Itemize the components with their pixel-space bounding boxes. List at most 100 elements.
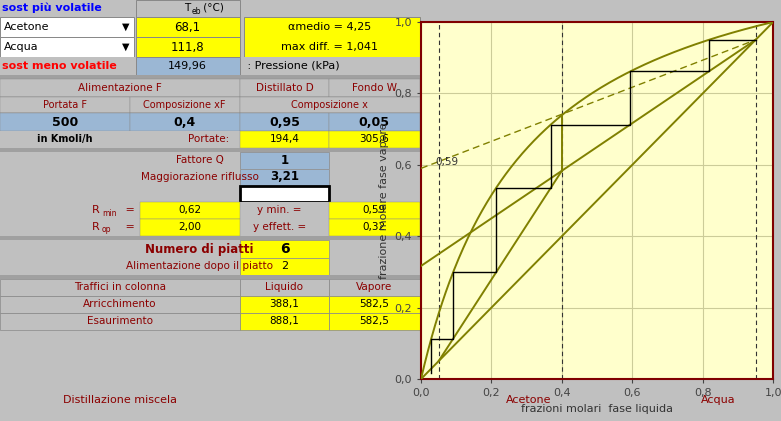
Text: 582,5: 582,5 [359, 316, 389, 326]
Text: 111,8: 111,8 [171, 40, 205, 53]
Text: 0,05: 0,05 [358, 115, 390, 128]
Text: =: = [122, 222, 134, 232]
Text: max diff. = 1,041: max diff. = 1,041 [281, 42, 378, 52]
Text: : Pressione (kPa): : Pressione (kPa) [244, 61, 339, 71]
Text: Acetone: Acetone [506, 395, 551, 405]
Bar [240, 113, 330, 131]
Text: Composizione x: Composizione x [291, 100, 368, 110]
Bar [0, 57, 420, 75]
Bar [136, 0, 240, 17]
Bar [0, 97, 130, 113]
Text: Liquido: Liquido [266, 282, 304, 292]
Text: Fondo W: Fondo W [351, 83, 397, 93]
Bar [330, 202, 420, 219]
Bar [0, 131, 420, 148]
Bar [0, 240, 420, 258]
Bar [0, 113, 420, 131]
Text: Maggiorazione riflusso: Maggiorazione riflusso [141, 172, 259, 182]
Text: 194,4: 194,4 [269, 134, 299, 144]
Text: Acetone: Acetone [4, 22, 49, 32]
Text: 0,59: 0,59 [435, 157, 458, 167]
Text: in Kmoli/h: in Kmoli/h [423, 316, 479, 326]
Text: Distillazione miscela: Distillazione miscela [62, 395, 177, 405]
Bar [136, 17, 240, 37]
Bar [244, 17, 420, 57]
Bar [130, 113, 240, 131]
Bar [330, 296, 420, 313]
Bar [0, 169, 420, 186]
Text: R: R [92, 222, 100, 232]
Text: op: op [102, 226, 112, 234]
Bar [130, 97, 240, 113]
Text: =: = [122, 205, 134, 215]
Bar [330, 79, 420, 97]
Bar [0, 202, 420, 219]
Text: 582,5: 582,5 [359, 299, 389, 309]
Bar [0, 296, 240, 313]
Text: 2: 2 [281, 261, 288, 271]
Text: Esaurimento: Esaurimento [87, 316, 153, 326]
Bar [0, 79, 240, 97]
Text: Composizione xF: Composizione xF [144, 100, 226, 110]
Bar [0, 275, 420, 279]
Text: min: min [102, 208, 116, 218]
Bar [330, 131, 420, 148]
Text: 0,95: 0,95 [269, 115, 300, 128]
Bar [136, 57, 240, 75]
Bar [136, 37, 240, 57]
Text: Arricchimento: Arricchimento [83, 299, 156, 309]
Text: T: T [184, 3, 191, 13]
Bar [0, 380, 779, 421]
Text: 305,6: 305,6 [359, 134, 389, 144]
Text: 149,96: 149,96 [168, 61, 207, 71]
Bar [240, 169, 330, 186]
Bar [0, 113, 130, 131]
Bar [0, 148, 420, 152]
Text: 0,4: 0,4 [173, 115, 196, 128]
Text: in Kmoli/h: in Kmoli/h [423, 299, 479, 309]
Text: Portata F: Portata F [43, 100, 87, 110]
Text: ▼: ▼ [122, 42, 130, 52]
Text: 500: 500 [52, 115, 78, 128]
Text: 888,1: 888,1 [269, 316, 299, 326]
Bar [240, 279, 330, 296]
Text: eb: eb [191, 6, 201, 16]
Bar [240, 240, 330, 258]
Bar [0, 313, 240, 330]
Text: Alimentazione F: Alimentazione F [78, 83, 162, 93]
Bar [0, 236, 420, 240]
Text: Acqua: Acqua [701, 395, 736, 405]
Bar [240, 313, 330, 330]
Text: 0,32: 0,32 [362, 222, 386, 232]
Text: 68,1: 68,1 [175, 21, 201, 34]
Text: (°C): (°C) [200, 3, 223, 13]
Text: 3,21: 3,21 [270, 171, 299, 184]
Bar [240, 152, 330, 169]
Bar [330, 113, 420, 131]
Bar [0, 186, 420, 202]
Text: 0,59: 0,59 [362, 205, 386, 215]
Text: 2,00: 2,00 [178, 222, 201, 232]
Bar [330, 313, 420, 330]
Text: y effett. =: y effett. = [253, 222, 306, 232]
Bar [240, 97, 420, 113]
Bar [330, 219, 420, 236]
Text: 0,62: 0,62 [178, 205, 201, 215]
Bar [0, 97, 420, 113]
Bar [0, 279, 240, 296]
Text: 1: 1 [280, 154, 288, 166]
Text: Portate:: Portate: [188, 134, 230, 144]
Bar [240, 131, 330, 148]
Text: in Kmoli/h: in Kmoli/h [37, 134, 93, 144]
Bar [140, 219, 240, 236]
Bar [0, 0, 420, 17]
Bar [0, 152, 420, 169]
Bar [0, 79, 420, 97]
Text: αmedio = 4,25: αmedio = 4,25 [287, 22, 371, 32]
X-axis label: frazioni molari  fase liquida: frazioni molari fase liquida [521, 404, 673, 413]
Bar [330, 279, 420, 296]
Bar [0, 37, 134, 57]
Bar [240, 296, 330, 313]
Text: Distillato D: Distillato D [255, 83, 313, 93]
Bar [240, 258, 330, 275]
